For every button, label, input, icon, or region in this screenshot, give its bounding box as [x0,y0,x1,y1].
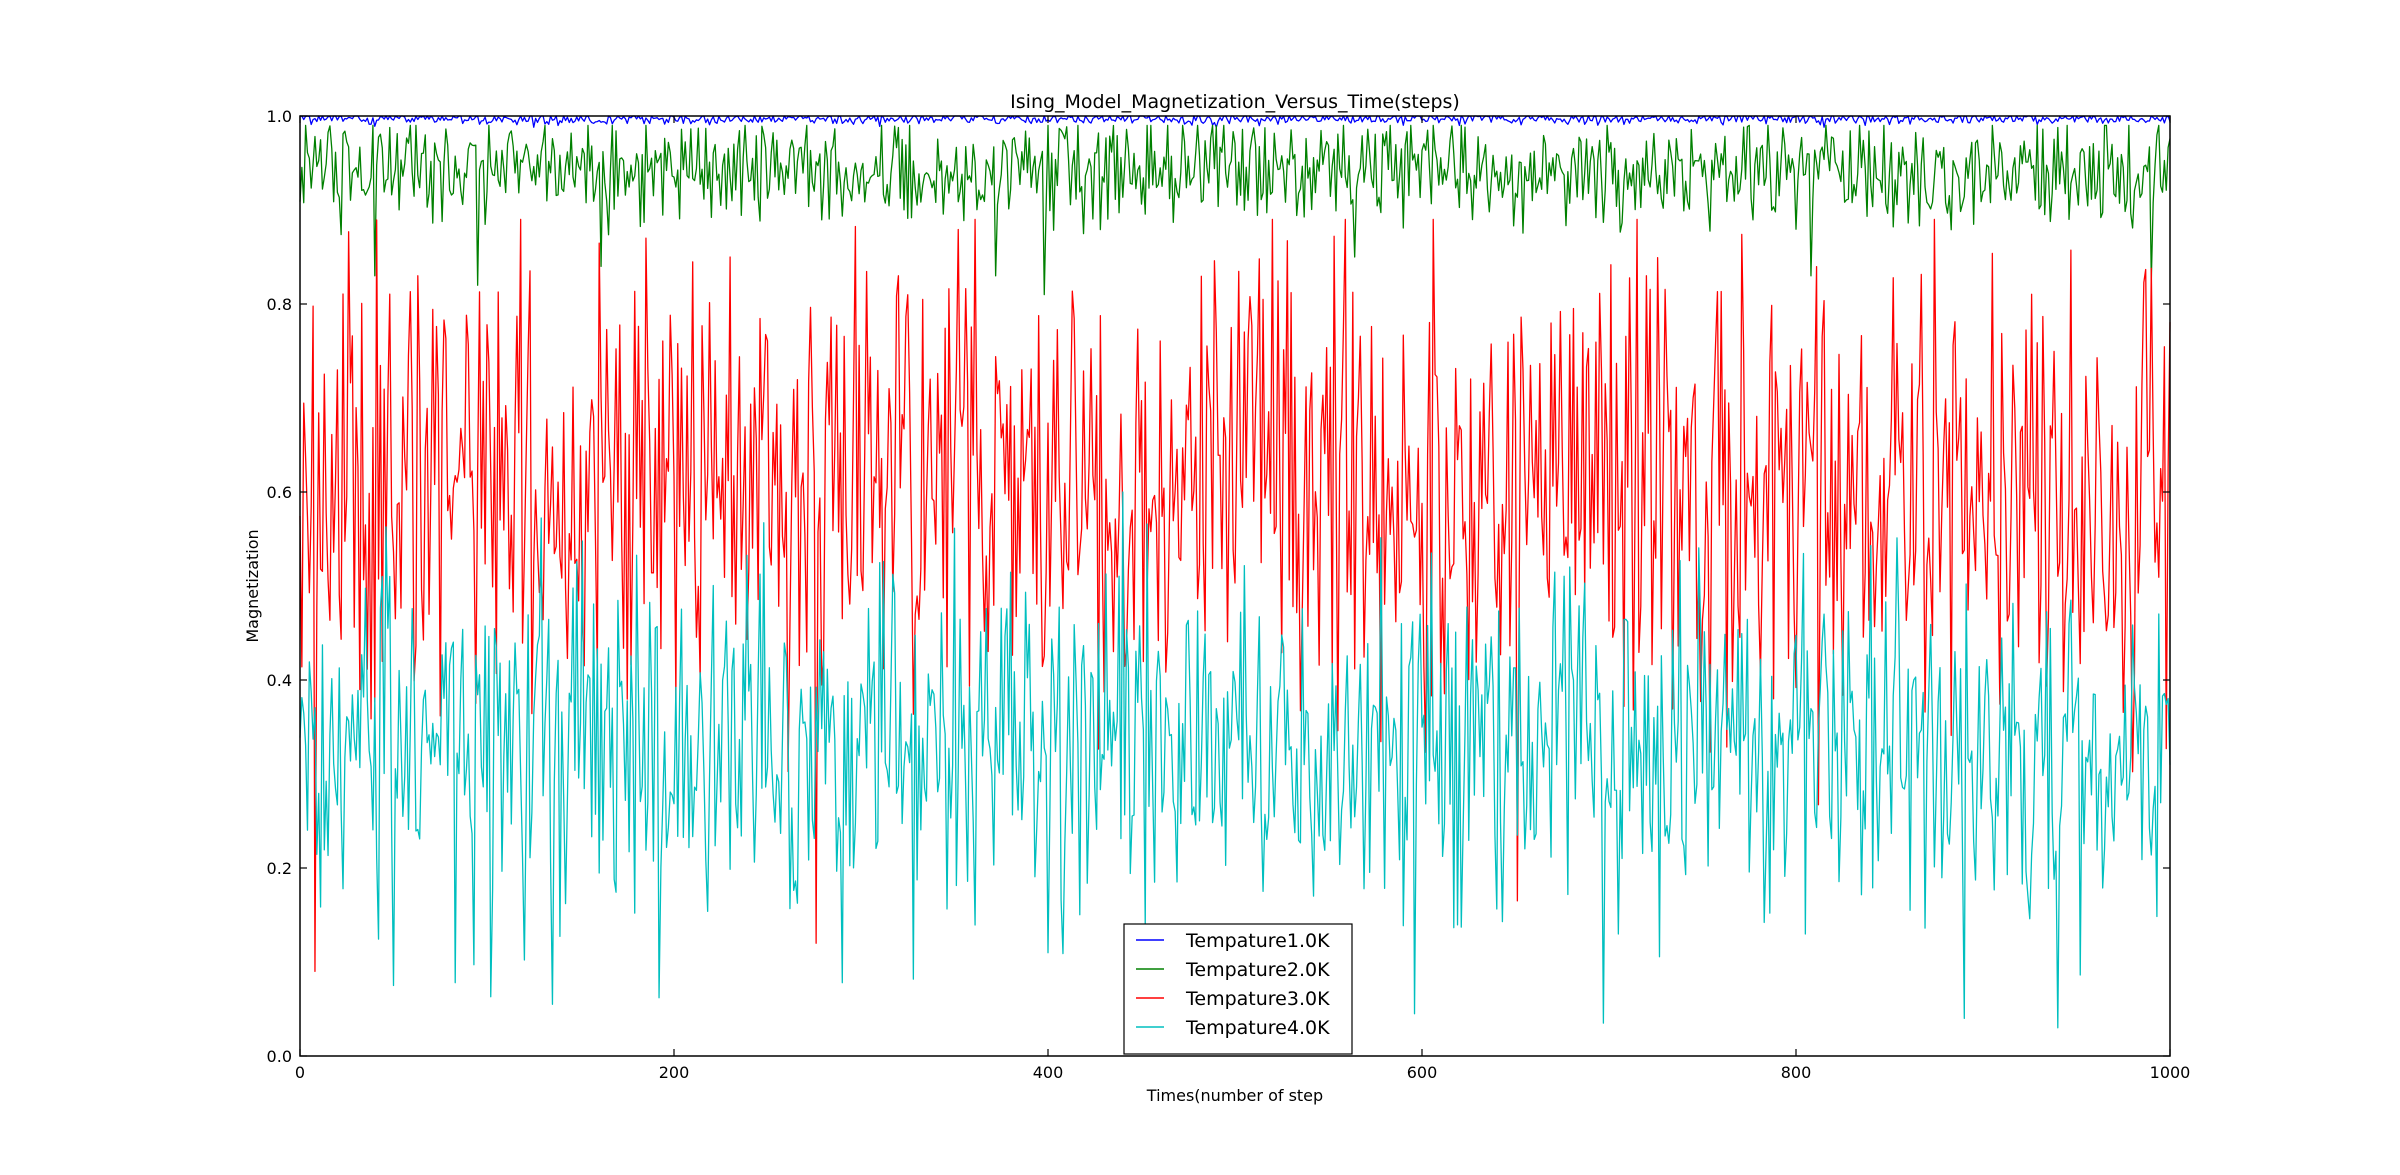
legend-label: Tempature4.0K [1185,1017,1330,1039]
series-line-1 [299,115,2171,128]
y-tick-label: 0.8 [267,295,292,314]
series-line-3 [299,218,2171,973]
x-tick-label: 0 [295,1063,305,1082]
series-layer [299,115,2171,1029]
legend-label: Tempature2.0K [1185,959,1330,981]
chart-title: Ising_Model_Magnetization_Versus_Time(st… [1010,91,1460,113]
y-tick-label: 0.6 [267,483,292,502]
legend-label: Tempature3.0K [1185,988,1330,1010]
legend-box [1123,923,1353,1055]
x-tick-label: 800 [1781,1063,1812,1082]
y-tick-label: 1.0 [267,107,292,126]
x-tick-label: 200 [659,1063,690,1082]
y-tick-label: 0.2 [267,859,292,878]
y-tick-label: 0.0 [267,1047,292,1066]
series-line-4 [299,491,2171,1029]
legend: Tempature1.0K Tempature2.0K Tempature3.0K T… [1123,923,1353,1055]
y-tick-label: 0.4 [267,671,292,690]
ticks-layer: 0 200 400 600 800 1000 0.0 0.2 0.4 0.6 0.8 1.0 [267,107,2191,1082]
series-line-2 [299,124,2171,296]
legend-label: Tempature1.0K [1185,930,1330,952]
y-axis-label: Magnetization [243,529,262,642]
axes-frame [299,115,2171,1057]
x-tick-label: 600 [1407,1063,1438,1082]
x-tick-label: 1000 [2150,1063,2191,1082]
x-axis-label: Times(number of step [1146,1086,1323,1105]
x-tick-label: 400 [1033,1063,1064,1082]
